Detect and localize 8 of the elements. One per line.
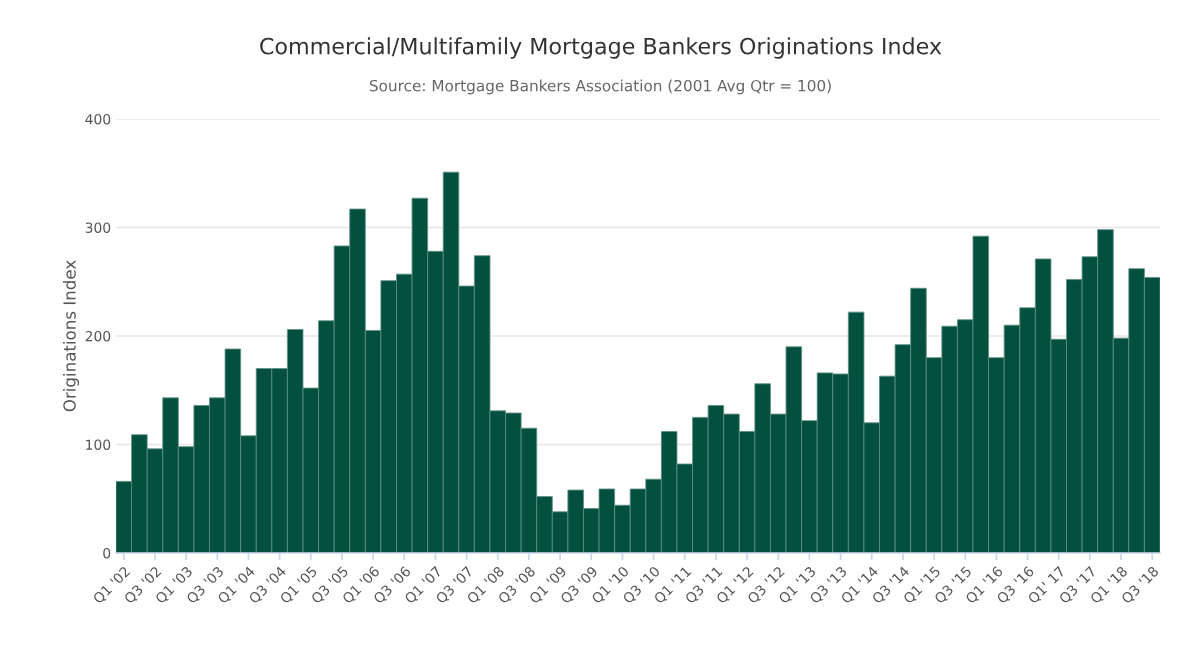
y-tick-label: 200 <box>85 330 111 342</box>
chart-subtitle: Source: Mortgage Bankers Association (2001 Avg Qtr = 100) <box>369 79 831 95</box>
y-axis-title: Originations Index <box>62 260 80 412</box>
y-tick-label: 0 <box>103 547 111 559</box>
y-tick-label: 100 <box>86 439 111 450</box>
y-tick-label: 300 <box>85 222 111 233</box>
chart-title: Commercial/Multifamily Mortgage Bankers Originations Index <box>260 37 942 59</box>
y-tick-label: 400 <box>85 113 111 125</box>
